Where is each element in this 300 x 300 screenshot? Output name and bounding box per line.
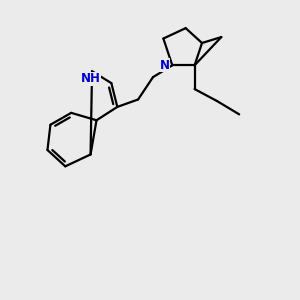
Text: N: N <box>160 59 170 72</box>
Text: NH: NH <box>81 72 100 85</box>
